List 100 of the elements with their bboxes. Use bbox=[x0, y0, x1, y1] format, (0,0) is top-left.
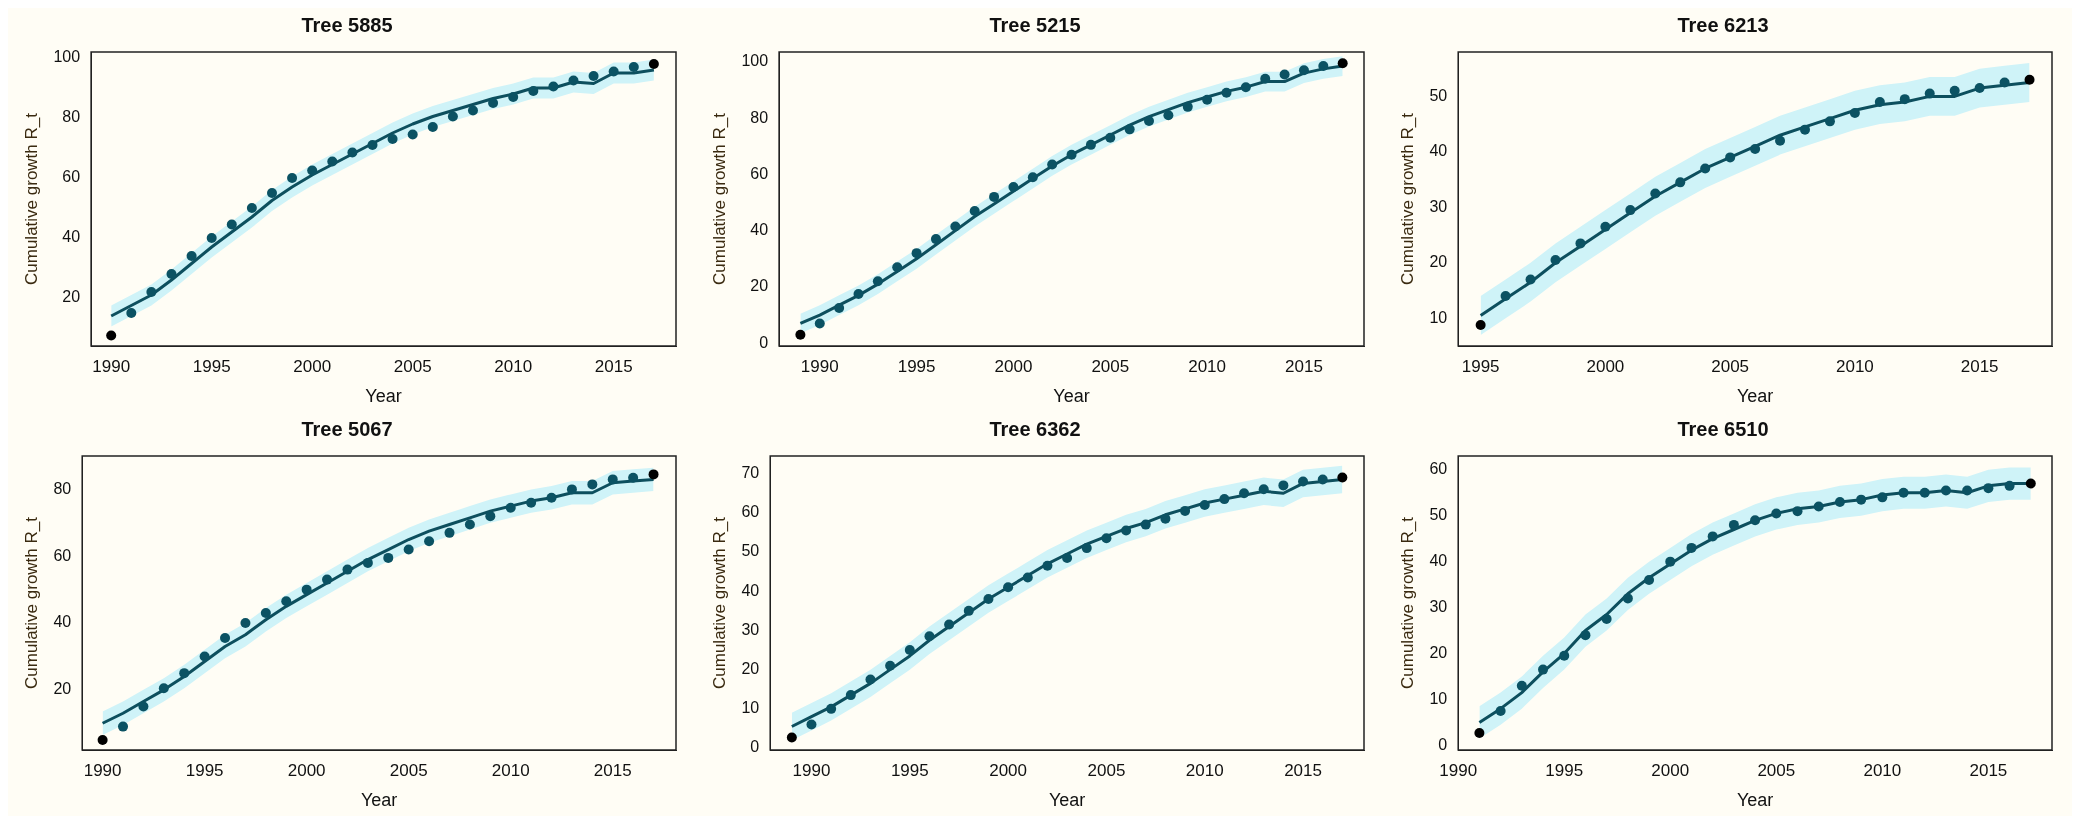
y-tick-label: 30 bbox=[741, 620, 760, 638]
chart-title: Tree 5067 bbox=[301, 417, 393, 440]
point bbox=[407, 129, 418, 140]
point bbox=[1750, 515, 1761, 526]
y-tick-label: 50 bbox=[1429, 506, 1448, 524]
point bbox=[447, 111, 458, 122]
point bbox=[1813, 501, 1824, 512]
point bbox=[1775, 135, 1786, 146]
point bbox=[826, 703, 837, 714]
x-axis-title: Year bbox=[360, 790, 398, 811]
point bbox=[106, 330, 117, 341]
point bbox=[1983, 483, 1994, 494]
point bbox=[166, 269, 177, 279]
x-tick-label: 2005 bbox=[389, 760, 428, 780]
point bbox=[1874, 96, 1885, 107]
y-tick-label: 40 bbox=[62, 228, 81, 246]
point bbox=[786, 732, 797, 743]
x-tick-label: 2000 bbox=[1651, 760, 1690, 780]
y-axis-title: Cumulative growth R_t bbox=[709, 112, 729, 285]
x-tick-label: 2010 bbox=[1188, 356, 1227, 376]
point bbox=[1219, 494, 1230, 505]
point bbox=[904, 645, 915, 656]
point bbox=[1003, 582, 1014, 593]
x-tick-label: 1995 bbox=[897, 356, 936, 376]
y-tick-label: 80 bbox=[750, 108, 769, 126]
x-axis-title: Year bbox=[1736, 790, 1774, 811]
x-tick-label: 1990 bbox=[92, 356, 131, 376]
point bbox=[186, 251, 197, 261]
point bbox=[607, 474, 618, 485]
point bbox=[1085, 139, 1096, 150]
y-tick-label: 20 bbox=[62, 288, 81, 306]
point bbox=[1202, 94, 1213, 105]
point bbox=[347, 147, 358, 158]
point bbox=[1899, 94, 1910, 105]
x-tick-label: 1995 bbox=[185, 760, 224, 780]
y-axis-title: Cumulative growth R_t bbox=[21, 516, 41, 689]
point bbox=[1081, 543, 1092, 554]
y-tick-label: 50 bbox=[741, 542, 760, 560]
point bbox=[1525, 274, 1536, 285]
y-tick-label: 60 bbox=[750, 164, 769, 182]
point bbox=[138, 701, 149, 712]
point bbox=[1575, 238, 1586, 249]
x-tick-label: 2000 bbox=[989, 760, 1028, 780]
chart-title: Tree 6213 bbox=[1677, 13, 1769, 36]
point bbox=[126, 308, 137, 318]
point bbox=[1318, 61, 1329, 72]
y-tick-label: 30 bbox=[1429, 598, 1448, 615]
point bbox=[526, 497, 537, 508]
y-tick-label: 60 bbox=[1429, 460, 1448, 478]
point bbox=[1066, 149, 1077, 160]
point bbox=[158, 683, 169, 694]
point bbox=[1516, 680, 1527, 691]
point bbox=[1474, 728, 1485, 738]
point bbox=[892, 262, 903, 273]
point bbox=[387, 134, 398, 144]
point bbox=[327, 156, 338, 167]
y-tick-label: 40 bbox=[750, 221, 769, 239]
point bbox=[1650, 188, 1661, 199]
chart-title: Tree 6362 bbox=[989, 417, 1081, 440]
point bbox=[1239, 488, 1250, 499]
x-axis-title: Year bbox=[1053, 386, 1090, 407]
y-tick-label: 40 bbox=[1429, 552, 1448, 570]
point bbox=[199, 651, 210, 662]
x-axis-title: Year bbox=[1048, 790, 1086, 811]
x-tick-label: 2010 bbox=[1835, 356, 1874, 376]
y-tick-label: 70 bbox=[741, 464, 760, 482]
point bbox=[1298, 476, 1309, 487]
point bbox=[1101, 533, 1112, 544]
y-tick-label: 20 bbox=[53, 680, 72, 698]
x-tick-label: 1995 bbox=[890, 760, 929, 780]
x-tick-label: 1995 bbox=[1545, 760, 1584, 780]
point bbox=[1665, 556, 1676, 567]
x-tick-label: 1990 bbox=[800, 356, 839, 376]
point bbox=[1601, 614, 1612, 625]
point bbox=[845, 690, 856, 701]
point bbox=[1550, 255, 1561, 266]
point bbox=[548, 81, 559, 92]
point bbox=[1042, 560, 1053, 571]
point bbox=[1317, 474, 1328, 485]
point bbox=[983, 594, 994, 605]
chart-title: Tree 5885 bbox=[301, 13, 393, 36]
point bbox=[1974, 83, 1985, 94]
point bbox=[1199, 500, 1210, 510]
point bbox=[1022, 572, 1033, 583]
y-tick-label: 20 bbox=[1429, 643, 1448, 661]
x-tick-label: 2010 bbox=[494, 356, 533, 376]
y-tick-label: 0 bbox=[1438, 735, 1448, 753]
point bbox=[795, 329, 806, 340]
point bbox=[911, 248, 922, 259]
point bbox=[1728, 519, 1739, 530]
point bbox=[1898, 487, 1909, 498]
point bbox=[97, 734, 108, 745]
point bbox=[1279, 69, 1290, 80]
point bbox=[362, 557, 373, 568]
x-tick-label: 2015 bbox=[1960, 356, 1999, 376]
point bbox=[568, 75, 579, 86]
x-tick-label: 2000 bbox=[287, 760, 326, 780]
x-tick-label: 2005 bbox=[1087, 760, 1126, 780]
y-axis-title: Cumulative growth R_t bbox=[709, 516, 729, 689]
point bbox=[1337, 472, 1348, 483]
